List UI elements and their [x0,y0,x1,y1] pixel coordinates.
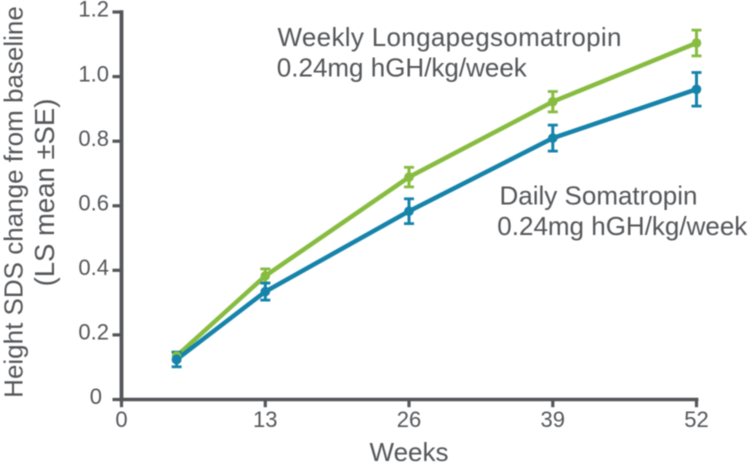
svg-text:Height SDS change from baselin: Height SDS change from baseline [0,6,29,398]
svg-text:0.2: 0.2 [78,320,109,345]
svg-text:1.2: 1.2 [78,0,109,22]
svg-text:52: 52 [684,407,708,432]
svg-text:Weekly Longapegsomatropin: Weekly Longapegsomatropin [278,22,622,52]
svg-text:0: 0 [115,407,127,432]
svg-text:0.24mg hGH/kg/week: 0.24mg hGH/kg/week [277,52,528,82]
svg-text:1.0: 1.0 [78,61,109,86]
svg-text:Daily Somatropin: Daily Somatropin [500,180,698,210]
svg-text:39: 39 [541,407,565,432]
svg-text:(LS mean ±SE): (LS mean ±SE) [29,99,60,287]
svg-text:26: 26 [397,407,421,432]
svg-text:0.24mg hGH/kg/week: 0.24mg hGH/kg/week [497,211,748,241]
svg-text:0.8: 0.8 [78,126,109,151]
svg-text:0.6: 0.6 [78,191,109,216]
svg-text:Weeks: Weeks [370,437,449,462]
svg-text:0: 0 [90,384,102,409]
svg-text:0.4: 0.4 [78,255,109,280]
svg-text:13: 13 [253,407,277,432]
